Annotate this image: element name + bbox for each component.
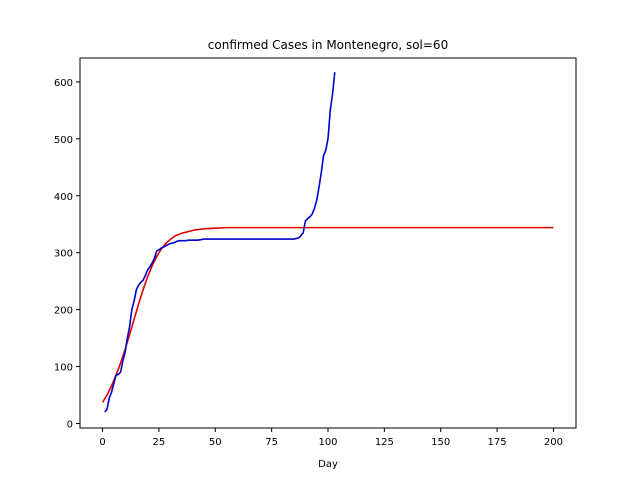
plot-frame (79, 57, 577, 429)
x-tick-label: 100 (318, 437, 337, 448)
y-axis: 0 100 200 300 400 500 600 (54, 78, 80, 430)
series-line-0 (101, 226, 554, 403)
x-tick-label: 50 (209, 437, 222, 448)
y-tick-label: 300 (54, 249, 73, 260)
y-tick-label: 500 (54, 135, 73, 146)
x-tick-label: 125 (375, 437, 394, 448)
plot-series (101, 72, 554, 413)
x-tick-label: 25 (153, 437, 166, 448)
series-line-1 (104, 72, 336, 413)
x-axis: 0 25 50 75 100 125 150 175 200 (99, 428, 563, 448)
x-axis-label: Day (318, 459, 338, 470)
x-tick-label: 175 (488, 437, 507, 448)
x-tick-label: 75 (265, 437, 278, 448)
y-tick-label: 100 (54, 363, 73, 374)
y-tick-label: 400 (54, 192, 73, 203)
y-tick-label: 0 (67, 419, 73, 430)
x-tick-label: 200 (544, 437, 563, 448)
x-tick-label: 150 (431, 437, 450, 448)
x-tick-label: 0 (99, 437, 105, 448)
y-tick-label: 200 (54, 306, 73, 317)
y-tick-label: 600 (54, 78, 73, 89)
chart-title: confirmed Cases in Montenegro, sol=60 (208, 38, 448, 52)
